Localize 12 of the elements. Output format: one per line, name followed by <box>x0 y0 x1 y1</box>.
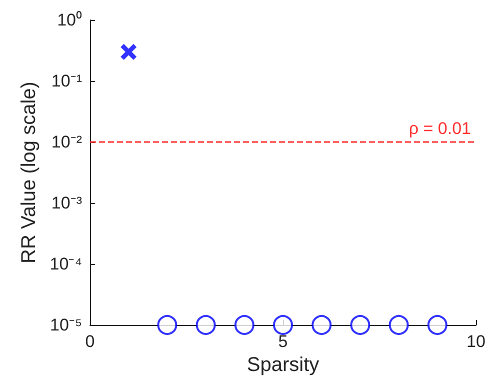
y-tick-label: 10⁻⁵ <box>50 316 82 334</box>
x-tick-label: 0 <box>85 332 95 351</box>
x-tick-label: 10 <box>466 332 486 351</box>
y-axis-title: RR Value (log scale) <box>18 82 40 264</box>
x-tick-label: 5 <box>278 332 288 351</box>
ref-line-label: ρ = 0.01 <box>408 119 471 138</box>
x-axis-title: Sparsity <box>246 354 320 376</box>
y-tick-label: 10⁻³ <box>51 194 82 212</box>
y-tick-label: 10⁻¹ <box>51 72 82 90</box>
y-tick-label: 10⁻⁴ <box>50 254 82 274</box>
y-tick-label: 10⁰ <box>57 10 82 30</box>
y-tick-label: 10⁻² <box>51 132 82 152</box>
